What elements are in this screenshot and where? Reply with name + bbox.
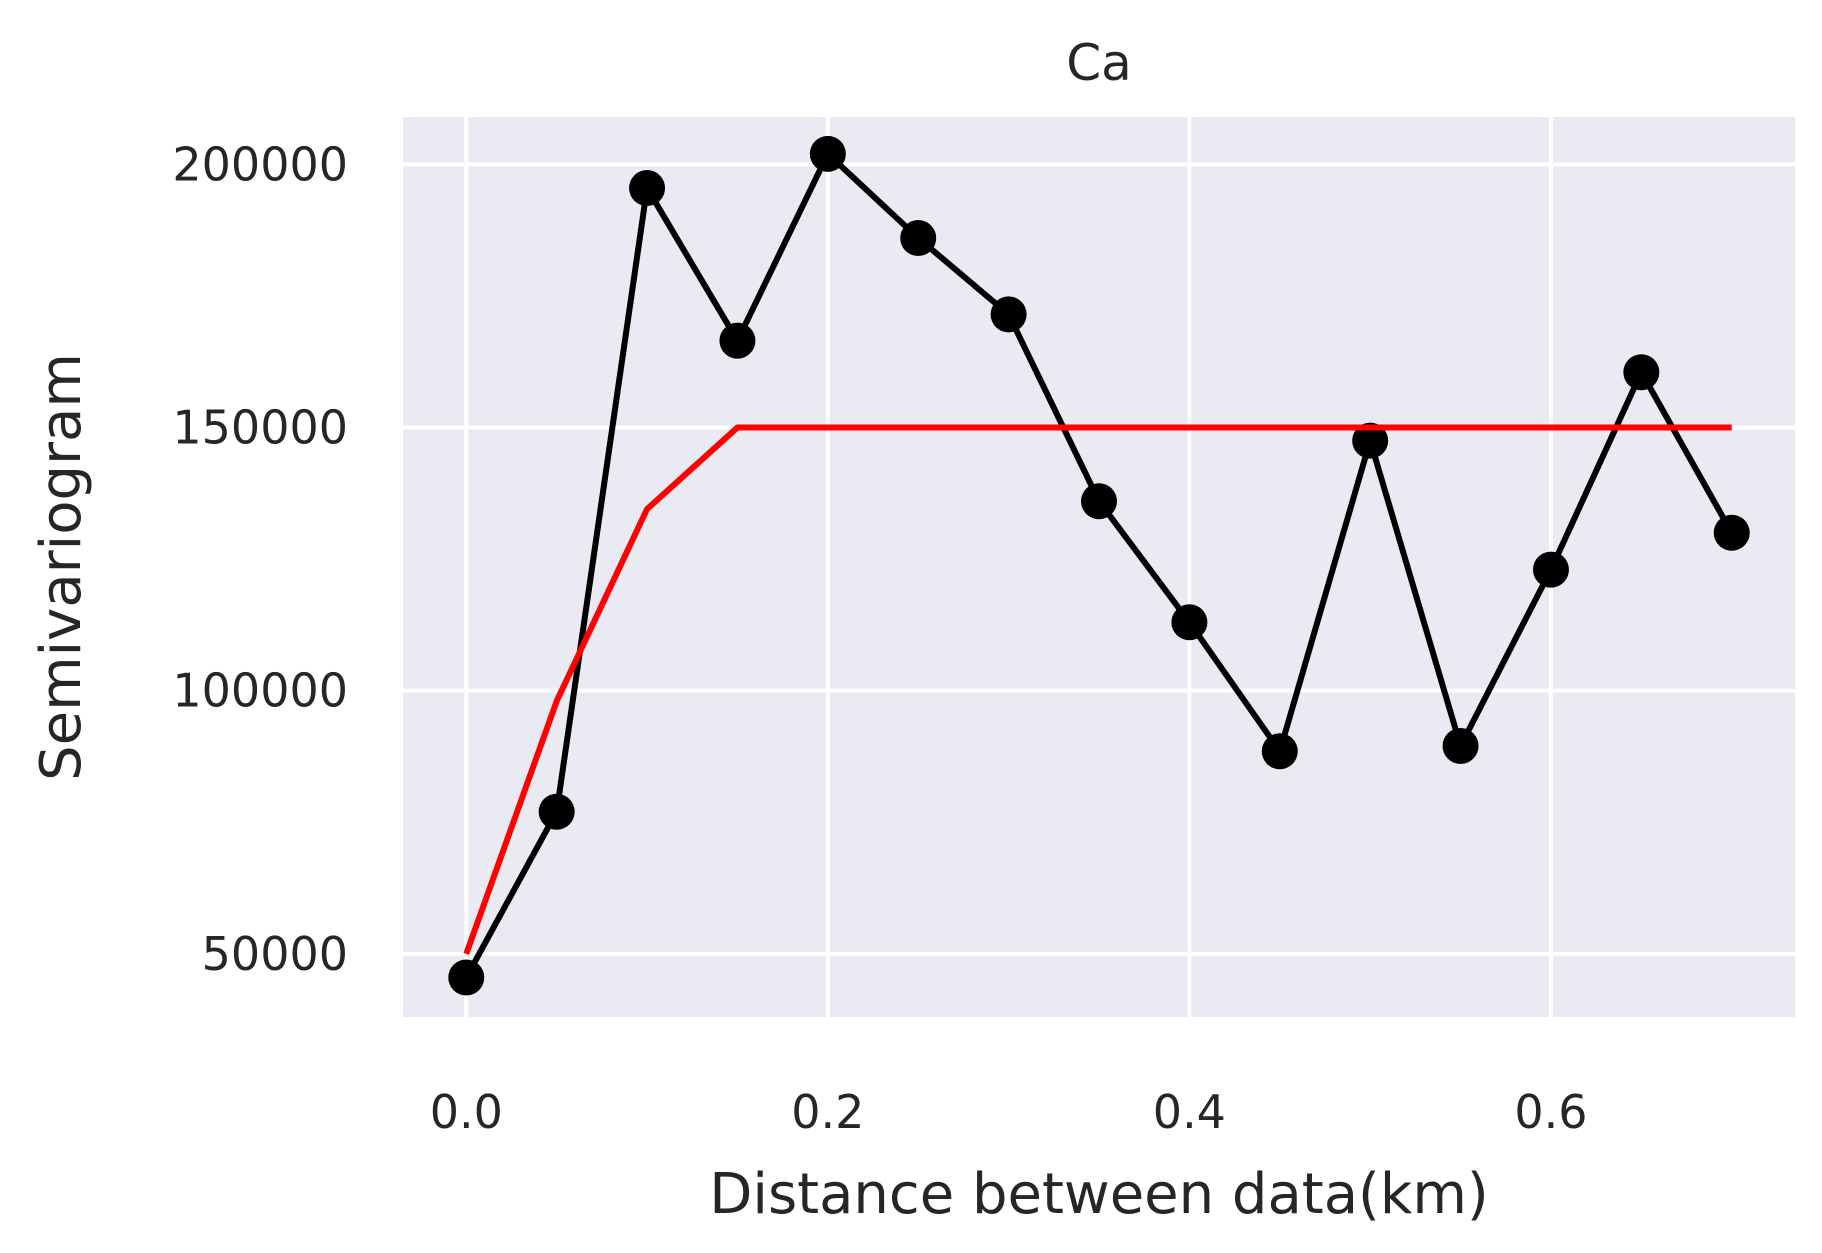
series-layer: [448, 135, 1750, 996]
y-tick-label: 200000: [172, 137, 348, 191]
y-tick-label: 50000: [202, 927, 348, 981]
data-point: [1081, 483, 1117, 520]
data-point: [1442, 727, 1479, 764]
x-tick-label: 0.4: [1153, 1085, 1226, 1139]
data-point: [990, 296, 1027, 333]
data-point: [1171, 604, 1208, 641]
chart-title: Ca: [1066, 34, 1132, 92]
data-point: [1352, 422, 1389, 459]
x-axis-label: Distance between data(km): [709, 1162, 1488, 1227]
data-point: [1261, 733, 1298, 770]
x-tick-label: 0.0: [430, 1085, 503, 1139]
data-point: [1713, 514, 1750, 551]
y-tick-labels: 50000 100000 150000 200000: [172, 137, 348, 980]
data-point: [809, 135, 846, 172]
plot-background: [403, 117, 1795, 1017]
data-point: [448, 959, 485, 996]
y-axis-label: Semivariogram: [29, 353, 94, 781]
data-point: [629, 170, 666, 207]
x-tick-label: 0.2: [791, 1085, 864, 1139]
y-tick-label: 150000: [172, 401, 348, 455]
data-point: [719, 322, 756, 359]
x-tick-label: 0.6: [1514, 1085, 1587, 1139]
data-point: [538, 793, 575, 830]
series-line-model: [463, 424, 1732, 955]
data-point: [1623, 354, 1660, 391]
data-point: [900, 220, 937, 257]
y-tick-label: 100000: [172, 664, 348, 718]
data-point: [1532, 551, 1569, 588]
x-tick-labels: 0.0 0.2 0.4 0.6: [430, 1085, 1588, 1139]
